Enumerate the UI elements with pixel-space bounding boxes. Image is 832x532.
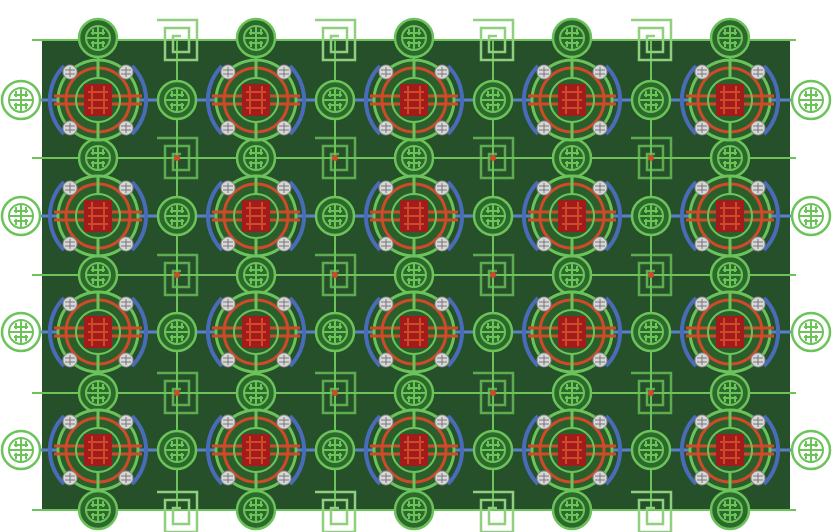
page: {} html, body { margin: 0; padding: 0; w… <box>0 17 832 532</box>
page-body: (() => { const data = JSON.parse(documen… <box>0 17 832 532</box>
pattern <box>0 17 832 532</box>
